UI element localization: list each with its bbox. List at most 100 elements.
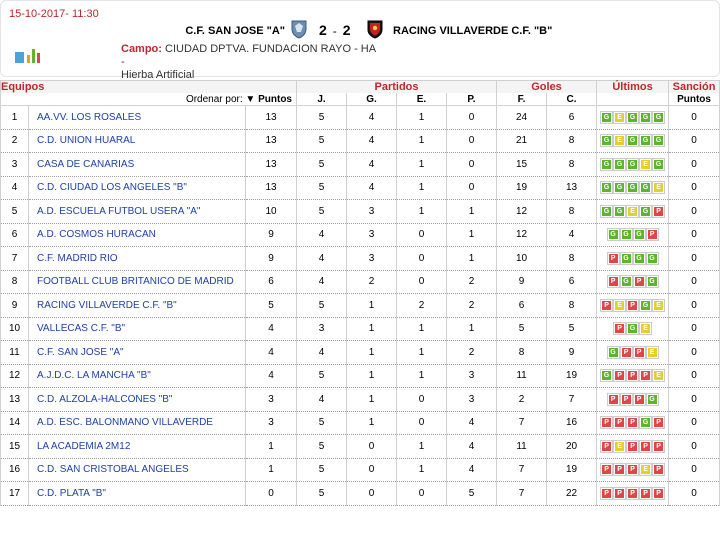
result-badge[interactable]: G <box>640 182 652 194</box>
result-badge[interactable]: G <box>601 135 613 147</box>
result-badge[interactable]: G <box>620 229 632 241</box>
result-badge[interactable]: E <box>653 299 665 311</box>
result-badge[interactable]: P <box>601 464 613 476</box>
result-badge[interactable]: E <box>614 440 626 452</box>
result-badge[interactable]: P <box>601 417 613 429</box>
result-badge[interactable]: P <box>627 440 639 452</box>
col-g[interactable]: G. <box>346 93 397 106</box>
result-badge[interactable]: G <box>601 158 613 170</box>
home-team-crest-icon[interactable] <box>291 20 307 39</box>
stats-chart-icon[interactable] <box>15 46 47 64</box>
result-badge[interactable]: P <box>614 487 626 499</box>
result-badge[interactable]: G <box>620 276 632 288</box>
result-badge[interactable]: E <box>614 135 626 147</box>
result-badge[interactable]: G <box>614 158 626 170</box>
result-badge[interactable]: P <box>633 393 645 405</box>
result-badge[interactable]: P <box>620 346 632 358</box>
result-badge[interactable]: G <box>640 299 652 311</box>
result-badge[interactable]: P <box>601 440 613 452</box>
table-row[interactable]: 3 CASA DE CANARIAS 13 5 4 1 0 15 8 G G G E G 0 <box>0 152 720 177</box>
result-badge[interactable]: G <box>601 370 613 382</box>
result-badge[interactable]: G <box>653 158 665 170</box>
table-row[interactable]: 12 A.J.D.C. LA MANCHA "B" 4 5 1 1 3 11 19 G P P P E 0 <box>0 364 720 388</box>
sort-arrow-icon[interactable]: ▼ <box>245 93 256 105</box>
result-badge[interactable]: P <box>601 487 613 499</box>
result-badge[interactable]: G <box>640 135 652 147</box>
cell-team[interactable]: A.D. ESCUELA FUTBOL USERA "A" <box>28 199 246 224</box>
result-badge[interactable]: E <box>653 182 665 194</box>
col-p[interactable]: P. <box>445 93 498 106</box>
cell-team[interactable]: A.D. ESC. BALONMANO VILLAVERDE <box>28 411 246 435</box>
result-badge[interactable]: G <box>640 111 652 123</box>
result-badge[interactable]: P <box>653 417 665 429</box>
table-row[interactable]: 2 C.D. UNION HUARAL 13 5 4 1 0 21 8 G E G G G 0 <box>0 129 720 153</box>
away-team-name[interactable]: RACING VILLAVERDE C.F. "B" <box>393 25 553 37</box>
result-badge[interactable]: G <box>601 205 613 217</box>
cell-team[interactable]: A.D. COSMOS HURACAN <box>28 223 246 247</box>
result-badge[interactable]: G <box>627 135 639 147</box>
result-badge[interactable]: P <box>627 370 639 382</box>
table-row[interactable]: 15 LA ACADEMIA 2M12 1 5 0 1 4 11 20 P E P P P 0 <box>0 434 720 459</box>
cell-team[interactable]: C.D. SAN CRISTOBAL ANGELES <box>28 458 246 482</box>
table-row[interactable]: 1 AA.VV. LOS ROSALES 13 5 4 1 0 24 6 G E G G G 0 <box>0 105 720 130</box>
result-badge[interactable]: G <box>614 205 626 217</box>
result-badge[interactable]: G <box>646 276 658 288</box>
cell-team[interactable]: C.F. MADRID RIO <box>28 246 246 271</box>
result-badge[interactable]: P <box>653 440 665 452</box>
result-badge[interactable]: E <box>627 205 639 217</box>
col-c[interactable]: C. <box>546 93 598 106</box>
away-team-crest-icon[interactable] <box>367 20 383 39</box>
result-badge[interactable]: G <box>607 229 619 241</box>
result-badge[interactable]: P <box>620 393 632 405</box>
table-row[interactable]: 8 FOOTBALL CLUB BRITANICO DE MADRID 6 4 2 0 2 9… <box>0 270 720 294</box>
result-badge[interactable]: P <box>633 346 645 358</box>
result-badge[interactable]: E <box>640 323 652 335</box>
table-row[interactable]: 17 C.D. PLATA "B" 0 5 0 0 5 7 22 P P P P P 0 <box>0 481 720 506</box>
result-badge[interactable]: E <box>614 299 626 311</box>
table-row[interactable]: 6 A.D. COSMOS HURACAN 9 4 3 0 1 12 4 G G G P 0 <box>0 223 720 247</box>
result-badge[interactable]: G <box>646 393 658 405</box>
table-row[interactable]: 16 C.D. SAN CRISTOBAL ANGELES 1 5 0 1 4 7 19 P P P E… <box>0 458 720 482</box>
result-badge[interactable]: G <box>607 346 619 358</box>
result-badge[interactable]: G <box>627 111 639 123</box>
result-badge[interactable]: P <box>607 252 619 264</box>
result-badge[interactable]: P <box>614 464 626 476</box>
table-row[interactable]: 9 RACING VILLAVERDE C.F. "B" 5 5 1 2 2 6 8 P E P G E 0 <box>0 293 720 318</box>
table-row[interactable]: 7 C.F. MADRID RIO 9 4 3 0 1 10 8 P G G G 0 <box>0 246 720 271</box>
result-badge[interactable]: P <box>627 464 639 476</box>
result-badge[interactable]: G <box>646 252 658 264</box>
result-badge[interactable]: G <box>627 323 639 335</box>
cell-team[interactable]: VALLECAS C.F. "B" <box>28 317 246 341</box>
result-badge[interactable]: P <box>646 229 658 241</box>
result-badge[interactable]: G <box>627 182 639 194</box>
col-j[interactable]: J. <box>296 93 347 106</box>
result-badge[interactable]: G <box>640 417 652 429</box>
cell-team[interactable]: A.J.D.C. LA MANCHA "B" <box>28 364 246 388</box>
cell-team[interactable]: CASA DE CANARIAS <box>28 152 246 177</box>
result-badge[interactable]: G <box>633 229 645 241</box>
cell-team[interactable]: C.D. CIUDAD LOS ANGELES "B" <box>28 176 246 200</box>
home-team-name[interactable]: C.F. SAN JOSE "A" <box>185 25 285 37</box>
cell-team[interactable]: C.F. SAN JOSE "A" <box>28 340 246 365</box>
result-badge[interactable]: P <box>627 417 639 429</box>
result-badge[interactable]: E <box>646 346 658 358</box>
sort-field[interactable]: Puntos <box>258 93 292 105</box>
result-badge[interactable]: E <box>640 158 652 170</box>
result-badge[interactable]: P <box>653 464 665 476</box>
table-row[interactable]: 14 A.D. ESC. BALONMANO VILLAVERDE 3 5 1 0 4 7 16… <box>0 411 720 435</box>
result-badge[interactable]: P <box>614 370 626 382</box>
result-badge[interactable]: E <box>614 111 626 123</box>
sort-control[interactable]: Ordenar por: ▼ Puntos <box>0 93 297 106</box>
result-badge[interactable]: G <box>640 205 652 217</box>
result-badge[interactable]: P <box>614 417 626 429</box>
result-badge[interactable]: E <box>653 370 665 382</box>
result-badge[interactable]: P <box>607 276 619 288</box>
table-row[interactable]: 11 C.F. SAN JOSE "A" 4 4 1 1 2 8 9 G P P E 0 <box>0 340 720 365</box>
result-badge[interactable]: P <box>601 299 613 311</box>
table-row[interactable]: 13 C.D. ALZOLA-HALCONES "B" 3 4 1 0 3 2 7 P P P G 0 <box>0 387 720 412</box>
cell-team[interactable]: C.D. UNION HUARAL <box>28 129 246 153</box>
col-e[interactable]: E. <box>396 93 447 106</box>
result-badge[interactable]: P <box>653 487 665 499</box>
result-badge[interactable]: G <box>653 135 665 147</box>
cell-team[interactable]: AA.VV. LOS ROSALES <box>28 105 246 130</box>
